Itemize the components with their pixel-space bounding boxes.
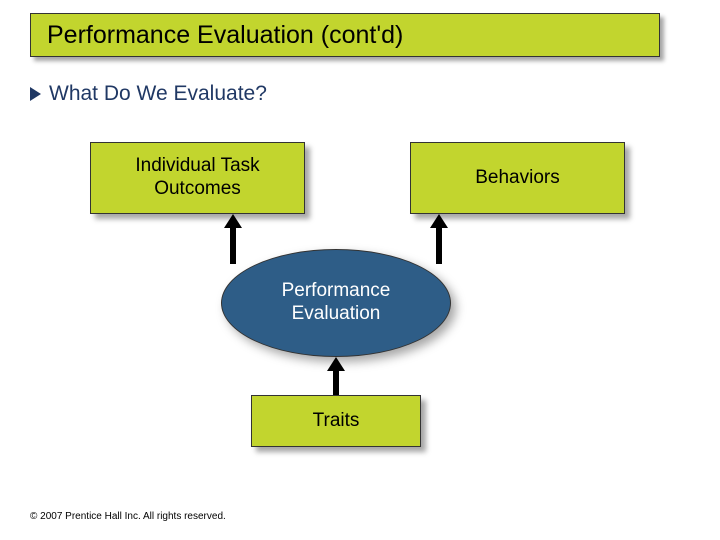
subheading-text: What Do We Evaluate?	[49, 82, 267, 105]
arrow-right	[432, 214, 446, 264]
arrow-bottom	[329, 357, 343, 395]
node-traits: Traits	[251, 395, 421, 447]
node-label: Traits	[313, 410, 360, 433]
node-behaviors: Behaviors	[410, 142, 625, 214]
node-label: Behaviors	[475, 167, 560, 190]
slide-footer: © 2007 Prentice Hall Inc. All rights res…	[30, 511, 226, 522]
slide-title-bar: Performance Evaluation (cont'd)	[30, 13, 660, 57]
arrowhead-icon	[327, 357, 345, 371]
node-label: PerformanceEvaluation	[282, 280, 391, 326]
arrow-shaft	[436, 228, 442, 264]
arrowhead-icon	[430, 214, 448, 228]
arrow-shaft	[230, 228, 236, 264]
arrow-left	[226, 214, 240, 264]
node-performance-evaluation: PerformanceEvaluation	[221, 249, 451, 357]
node-individual-task-outcomes: Individual TaskOutcomes	[90, 142, 305, 214]
arrow-shaft	[333, 371, 339, 395]
slide-subheading: What Do We Evaluate?	[30, 82, 267, 106]
node-label: Individual TaskOutcomes	[135, 155, 259, 201]
slide-title: Performance Evaluation (cont'd)	[47, 21, 403, 50]
bullet-icon	[30, 87, 41, 101]
arrowhead-icon	[224, 214, 242, 228]
